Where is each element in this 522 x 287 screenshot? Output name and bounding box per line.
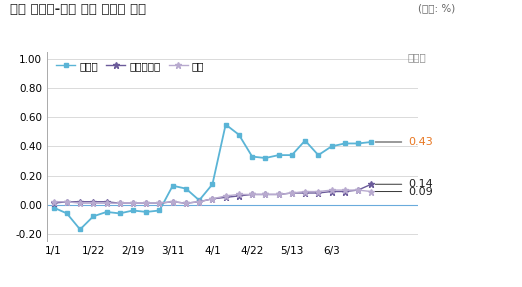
Text: 서울 재건축-일반 주간 변동률 추이: 서울 재건축-일반 주간 변동률 추이: [10, 3, 147, 16]
Text: 0.09: 0.09: [408, 187, 433, 197]
Text: 0.43: 0.43: [408, 137, 433, 147]
Text: 0.14: 0.14: [408, 179, 433, 189]
Text: 114: 114: [479, 55, 503, 68]
Text: (단위: %): (단위: %): [418, 3, 455, 13]
Legend: 재건축, 일반아파트, 전체: 재건축, 일반아파트, 전체: [52, 57, 208, 75]
Text: 부동산: 부동산: [407, 53, 426, 62]
